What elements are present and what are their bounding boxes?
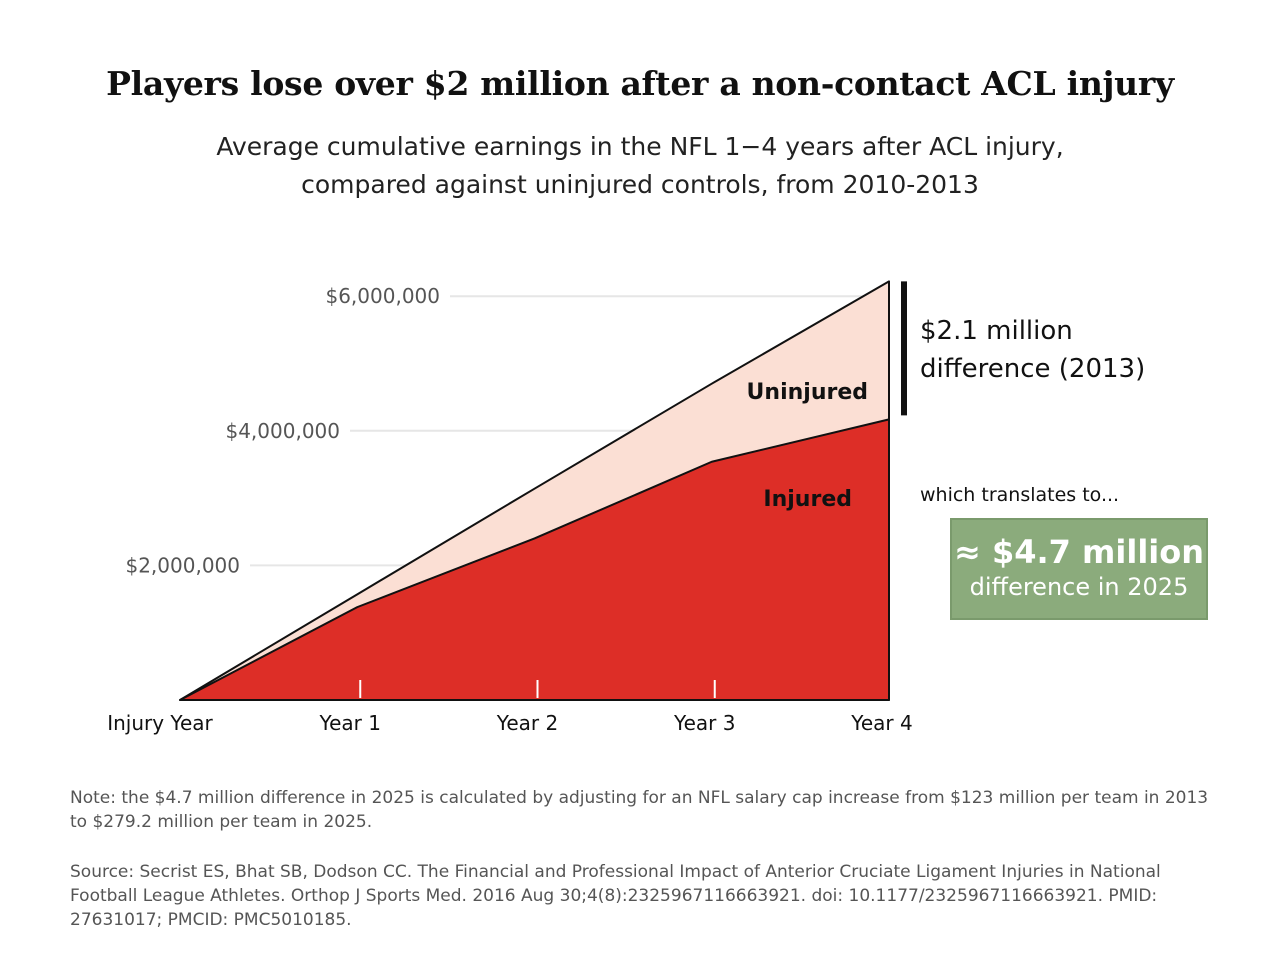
y-tick-label: $4,000,000	[225, 419, 340, 443]
footnote-note: Note: the $4.7 million difference in 202…	[70, 788, 1209, 832]
difference-amount: $2.1 million	[920, 316, 1073, 346]
chart-subtitle-line-2: compared against uninjured controls, fro…	[301, 170, 979, 199]
chart-title: Players lose over $2 million after a non…	[106, 64, 1174, 103]
injured-area	[179, 418, 890, 701]
y-tick-label: $6,000,000	[325, 284, 440, 308]
x-tick-label: Year 2	[496, 711, 558, 735]
x-tick-label: Year 3	[673, 711, 735, 735]
adjusted-difference-caption: difference in 2025	[969, 573, 1189, 601]
adjusted-difference-box: ≈ $4.7 million difference in 2025	[950, 518, 1208, 620]
footnote-source: Source: Secrist ES, Bhat SB, Dodson CC. …	[70, 862, 1161, 930]
area-layer	[179, 280, 890, 701]
chart-subtitle-line-1: Average cumulative earnings in the NFL 1…	[216, 132, 1064, 161]
series-label-uninjured: Uninjured	[747, 380, 868, 405]
difference-caption: difference (2013)	[920, 354, 1146, 384]
x-tick-layer	[359, 680, 716, 698]
translates-text: which translates to...	[920, 484, 1120, 506]
x-tick-label: Year 1	[319, 711, 381, 735]
series-label-injured: Injured	[763, 487, 852, 512]
difference-annotation: $2.1 million difference (2013)	[920, 312, 1145, 388]
label-layer: Injury Year Year 1 Year 2 Year 3 Year 4 Uninj…	[107, 281, 913, 735]
x-tick-label: Year 4	[850, 711, 912, 735]
x-tick-label: Injury Year	[107, 711, 213, 735]
adjusted-difference-value: ≈ $4.7 million	[953, 533, 1205, 571]
y-tick-label: $2,000,000	[125, 553, 240, 577]
area-chart: $2,000,000 $4,000,000 $6,000,000 Injury Ye…	[107, 280, 913, 735]
